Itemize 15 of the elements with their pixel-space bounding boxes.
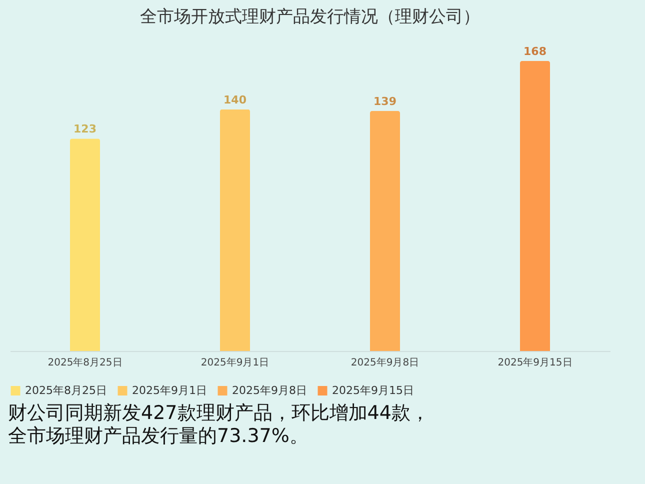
text: 全市场理财产品发行量的73.37%。 [8, 425, 310, 448]
x-tick-label: 2025年9月1日 [200, 356, 270, 368]
data-label: 140 [224, 93, 247, 106]
legend-label: 2025年9月15日 [332, 384, 414, 397]
legend-label: 2025年8月25日 [25, 384, 107, 397]
x-tick-label: 2025年9月15日 [498, 356, 572, 368]
legend-label: 2025年9月1日 [132, 384, 207, 397]
data-label: 168 [524, 45, 546, 58]
x-tick-label: 2025年9月8日 [350, 356, 420, 368]
legend-label: 2025年9月8日 [232, 384, 307, 397]
data-label: 123 [74, 122, 96, 136]
chart-title: 全市场开放式理财产品发行情况（理财公司） [140, 7, 480, 27]
data-label: 139 [374, 95, 396, 108]
text: 财公司同期新发427款理财产品，环比增加44款， [8, 402, 430, 425]
x-tick-label: 2025年8月25日 [48, 356, 122, 368]
